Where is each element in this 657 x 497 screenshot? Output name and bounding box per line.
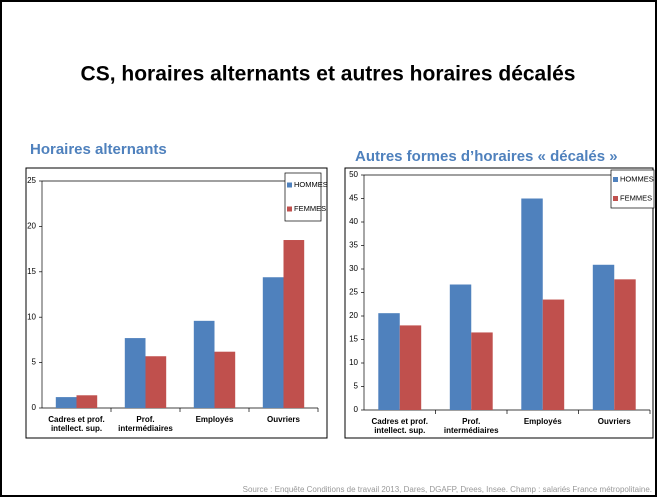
bar [262, 277, 284, 408]
legend-swatch [613, 196, 618, 201]
y-tick-label: 10 [27, 312, 36, 321]
y-tick-label: 20 [27, 222, 36, 231]
y-tick-label: 30 [349, 264, 358, 273]
bar [214, 351, 236, 408]
y-tick-label: 15 [27, 267, 36, 276]
y-tick-label: 15 [349, 335, 358, 344]
legend-label: FEMMES [620, 193, 652, 202]
y-tick-label: 50 [349, 170, 358, 179]
y-tick-label: 0 [354, 405, 359, 414]
legend-label: FEMMES [294, 204, 326, 213]
legend-swatch [287, 182, 292, 188]
bar [614, 279, 636, 410]
source-note: Source : Enquête Conditions de travail 2… [243, 485, 652, 494]
bar [471, 332, 493, 410]
y-tick-label: 0 [32, 403, 37, 412]
bar [55, 397, 77, 408]
chart-title: Autres formes d’horaires « décalés » [355, 148, 618, 165]
x-tick-label: Prof. intermédiaires [444, 417, 499, 435]
x-tick-label: Cadres et prof. intellect. sup. [48, 415, 104, 433]
y-tick-label: 25 [27, 176, 36, 185]
bar [542, 299, 565, 410]
y-tick-label: 10 [349, 358, 358, 367]
bar [521, 198, 543, 410]
y-tick-label: 5 [354, 382, 359, 391]
legend-box [610, 169, 655, 209]
bar [124, 338, 146, 408]
legend-label: HOMMES [294, 180, 328, 189]
bar [145, 356, 167, 408]
bar [76, 395, 98, 408]
bar [378, 313, 400, 410]
y-tick-label: 40 [349, 217, 358, 226]
bar [592, 264, 615, 410]
y-tick-label: 45 [349, 194, 358, 203]
legend-swatch [613, 177, 618, 182]
x-tick-label: Ouvriers [598, 417, 631, 426]
x-tick-label: Employés [524, 417, 562, 426]
legend-label: HOMMES [620, 174, 654, 183]
bar [449, 284, 472, 410]
legend-swatch [287, 206, 292, 212]
x-tick-label: Cadres et prof. intellect. sup. [372, 417, 428, 435]
x-tick-label: Prof. intermédiaires [118, 415, 173, 433]
y-tick-label: 20 [349, 311, 358, 320]
y-tick-label: 5 [32, 358, 37, 367]
x-tick-label: Employés [196, 415, 234, 424]
x-tick-label: Ouvriers [267, 415, 300, 424]
bar [193, 320, 215, 408]
chart-title: Horaires alternants [30, 141, 167, 158]
slide-title: CS, horaires alternants et autres horair… [81, 63, 576, 86]
bar [283, 240, 305, 408]
y-tick-label: 35 [349, 241, 358, 250]
bar [399, 325, 422, 410]
y-tick-label: 25 [349, 288, 358, 297]
legend-box [284, 172, 322, 222]
